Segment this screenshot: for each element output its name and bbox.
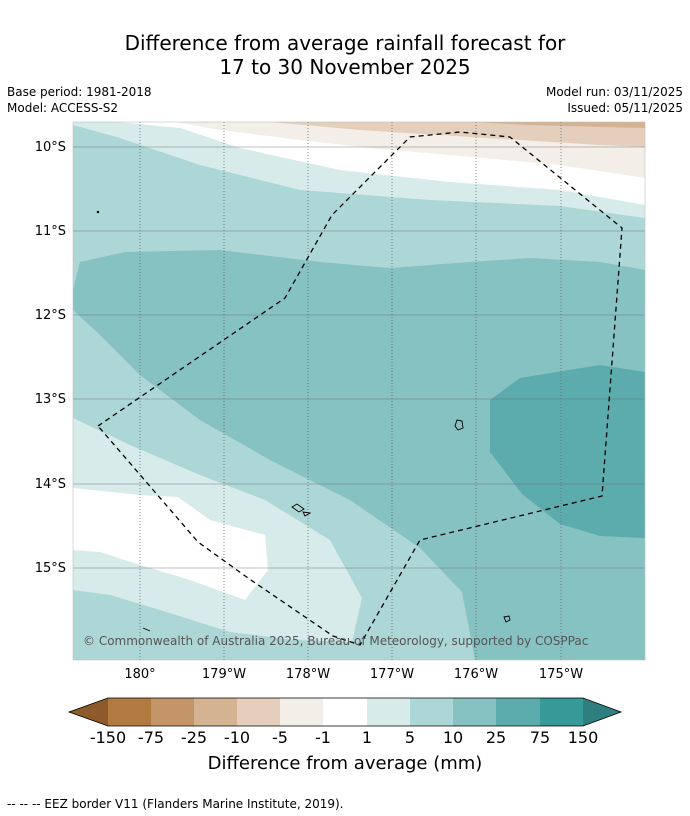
lon-label: 177°W (370, 667, 414, 682)
band-25-to-75 (490, 365, 645, 538)
colorbar-segment (151, 698, 194, 726)
map-title: Difference from average rainfall forecas… (0, 31, 690, 79)
meta-left: Base period: 1981-2018 Model: ACCESS-S2 (7, 84, 152, 116)
colorbar (67, 697, 623, 727)
model-name: Model: ACCESS-S2 (7, 101, 119, 115)
colorbar-tick-label: -75 (138, 728, 164, 747)
colorbar-tick-labels: -150 -75 -25 -10 -5 -1 1 5 10 25 75 150 (90, 728, 598, 747)
base-period: Base period: 1981-2018 (7, 85, 152, 99)
band-5-to-10-southwest (73, 600, 200, 660)
title-line-1: Difference from average rainfall forecas… (124, 31, 566, 55)
colorbar-segment (496, 698, 540, 726)
colorbar-segment (367, 698, 410, 726)
model-run: Model run: 03/11/2025 (545, 85, 683, 99)
colorbar-segment (194, 698, 237, 726)
colorbar-segment (540, 698, 583, 726)
colorbar-tick-label: -150 (90, 728, 126, 747)
graticule (73, 122, 645, 660)
lon-label: 180° (124, 667, 155, 682)
colorbar-segment (410, 698, 453, 726)
band-neutral-south (73, 488, 268, 600)
colorbar-tick-label: 25 (486, 728, 506, 747)
colorbar-extend-high (583, 698, 621, 726)
colorbar-tick-label: 5 (405, 728, 415, 747)
colorbar-tick-label: 10 (443, 728, 463, 747)
lon-label: 175°W (539, 667, 583, 682)
map-frame (72, 121, 646, 661)
colorbar-segment (323, 698, 367, 726)
eez-footnote: -- -- -- EEZ border V11 (Flanders Marine… (7, 797, 344, 811)
lat-label: 12°S (35, 308, 66, 323)
issued-date: Issued: 05/11/2025 (567, 101, 683, 115)
eez-border (97, 131, 623, 646)
copyright-text: © Commonwealth of Australia 2025, Bureau… (83, 634, 588, 648)
colorbar-segment (237, 698, 280, 726)
band-minus25-to-minus10 (470, 122, 645, 128)
lat-label: 13°S (35, 392, 66, 407)
colorbar-tick-label: -5 (272, 728, 288, 747)
colorbar-outline (67, 697, 623, 727)
colorbar-tick-label: -25 (181, 728, 207, 747)
lat-label: 14°S (35, 477, 66, 492)
colorbar-tick-label: -10 (224, 728, 250, 747)
colorbar-tick-label: 1 (362, 728, 372, 747)
longitude-labels: 180° 179°W 178°W 177°W 176°W 175°W (124, 667, 583, 682)
rainfall-anomaly-field (73, 122, 645, 660)
band-minus10-to-minus5 (270, 122, 645, 147)
latitude-labels: 10°S 11°S 12°S 13°S 14°S 15°S (35, 140, 66, 576)
colorbar-segment (453, 698, 496, 726)
colorbar-tick-label: 75 (530, 728, 550, 747)
colorbar-segment (108, 698, 151, 726)
title-line-2: 17 to 30 November 2025 (219, 55, 471, 79)
lat-label: 10°S (35, 140, 66, 155)
lat-label: 15°S (35, 561, 66, 576)
lon-label: 178°W (286, 667, 330, 682)
lat-label: 11°S (35, 224, 66, 239)
island-outlines (96, 210, 511, 632)
lon-label: 176°W (454, 667, 498, 682)
colorbar-segment (280, 698, 323, 726)
colorbar-tick-label: -1 (315, 728, 331, 747)
colorbar-title: Difference from average (mm) (207, 753, 483, 774)
colorbar-extend-low (69, 698, 108, 726)
meta-right: Model run: 03/11/2025 Issued: 05/11/2025 (546, 84, 683, 116)
lon-label: 179°W (202, 667, 246, 682)
band-10-to-25 (73, 250, 645, 660)
colorbar-tick-label: 150 (568, 728, 599, 747)
